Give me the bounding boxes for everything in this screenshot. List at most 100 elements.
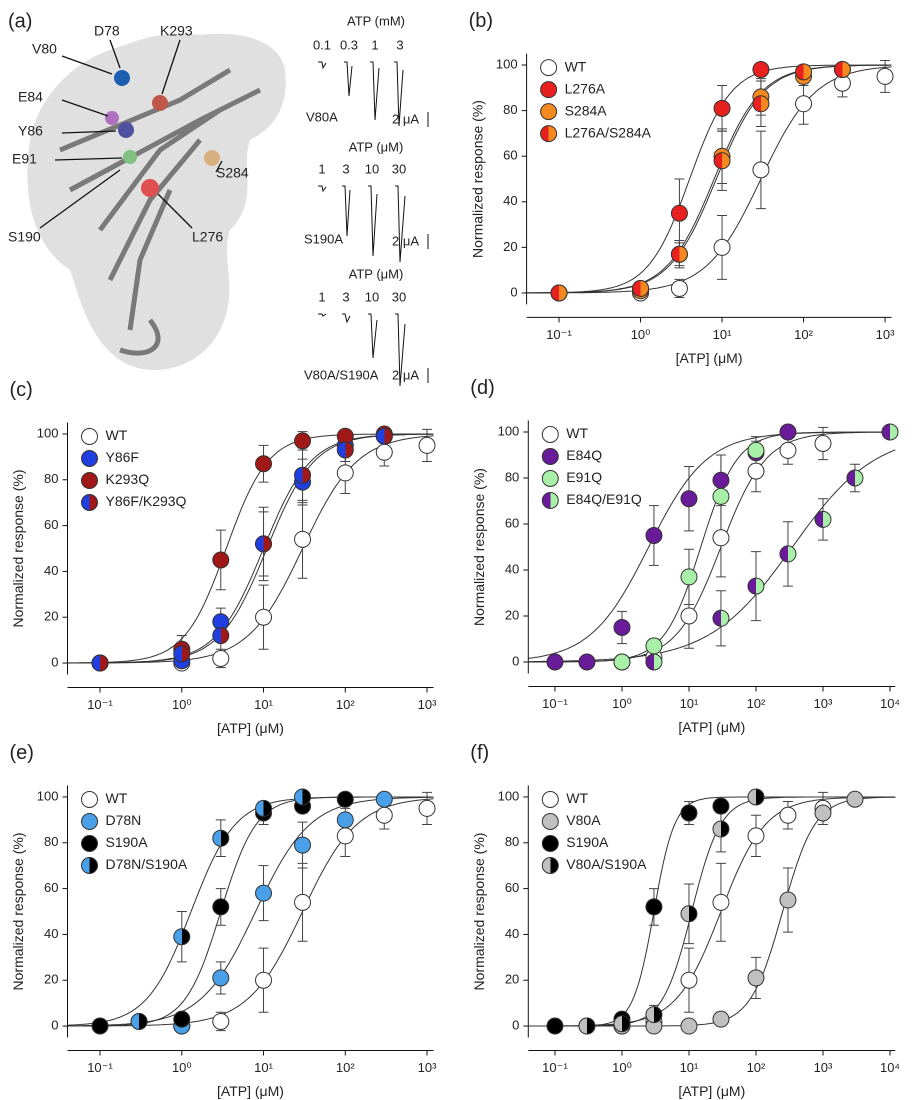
data-point xyxy=(578,1017,596,1035)
data-point xyxy=(680,804,698,822)
y-tick-label: 20 xyxy=(505,607,519,622)
data-point xyxy=(779,423,797,441)
fit-curve xyxy=(526,64,892,294)
data-point xyxy=(645,653,663,671)
trace-concentration: 1 xyxy=(318,289,325,304)
data-point xyxy=(670,245,688,263)
data-point xyxy=(212,627,230,645)
data-point xyxy=(670,279,688,297)
legend-marker xyxy=(541,470,559,487)
legend-label: D78N xyxy=(106,812,142,828)
legend-label: Y86F xyxy=(106,449,139,465)
y-axis-title: Normalized response (%) xyxy=(469,100,485,258)
data-point xyxy=(632,279,650,297)
fit-curve xyxy=(528,431,896,663)
y-tick-label: 40 xyxy=(505,926,519,941)
fit-curve xyxy=(67,435,434,664)
residue-sphere xyxy=(141,179,159,197)
legend-marker xyxy=(81,428,98,445)
y-tick-label: 80 xyxy=(44,834,58,849)
trace xyxy=(318,313,406,387)
data-point xyxy=(336,811,354,829)
data-point xyxy=(712,797,730,815)
x-tick-label: 10³ xyxy=(814,696,833,711)
y-tick-label: 40 xyxy=(503,193,517,208)
data-point xyxy=(680,568,698,586)
y-tick-label: 20 xyxy=(505,972,519,987)
data-point xyxy=(418,799,436,817)
x-tick-label: 10⁴ xyxy=(880,696,900,711)
legend-label: E84Q/E91Q xyxy=(566,491,642,507)
trace-unit: ATP (mM) xyxy=(347,13,405,28)
residue-sphere xyxy=(105,111,119,125)
data-point xyxy=(645,527,663,544)
fit-curve xyxy=(526,64,892,294)
y-tick-label: 40 xyxy=(44,563,58,578)
data-point xyxy=(881,423,899,441)
legend-marker xyxy=(541,448,559,465)
data-point xyxy=(645,1006,663,1024)
data-point xyxy=(212,1012,230,1030)
data-point xyxy=(375,443,393,461)
structure-panel: (a) V80 D78 K293 E84 Y86 E91 S284 L276 S… xyxy=(8,10,286,370)
data-point xyxy=(712,529,730,547)
legend-marker xyxy=(81,450,98,467)
data-point xyxy=(814,510,832,528)
x-tick-label: 10² xyxy=(794,327,813,342)
legend-label: WT xyxy=(565,58,587,74)
legend-label: L276A xyxy=(565,80,606,96)
fit-curve xyxy=(67,796,434,1026)
protein-surface xyxy=(27,33,286,370)
trace xyxy=(318,61,404,127)
data-point xyxy=(713,99,731,117)
x-tick-label: 10⁻¹ xyxy=(87,697,113,712)
legend-label: WT xyxy=(566,425,588,441)
trace-unit: ATP (μM) xyxy=(349,139,404,154)
trace-scale: 2 μA xyxy=(392,367,419,382)
legend-marker xyxy=(540,103,558,121)
residue-sphere xyxy=(204,150,220,166)
data-point xyxy=(546,653,564,671)
y-tick-label: 60 xyxy=(505,880,519,895)
legend-label: S284A xyxy=(565,102,608,118)
data-point xyxy=(747,462,765,480)
residue-label: S284 xyxy=(216,165,249,181)
panel-label: (d) xyxy=(470,377,494,399)
y-axis-title: Normalized response (%) xyxy=(10,833,26,991)
data-point xyxy=(173,1010,191,1028)
data-point xyxy=(546,1017,564,1035)
x-tick-label: 10² xyxy=(747,1060,766,1075)
y-tick-label: 80 xyxy=(505,469,519,484)
x-tick-label: 10³ xyxy=(418,1060,437,1075)
protein-ribbon xyxy=(59,67,262,356)
legend-marker xyxy=(540,125,558,143)
legend-label: V80A/S190A xyxy=(566,856,647,872)
residue-label: E91 xyxy=(12,151,37,167)
data-point xyxy=(645,898,663,916)
y-tick-label: 0 xyxy=(51,1017,58,1032)
trace-scale: 2 μA xyxy=(392,111,419,126)
legend-marker xyxy=(541,835,559,852)
y-tick-label: 100 xyxy=(498,788,520,803)
data-point xyxy=(336,441,354,459)
trace-concentration: 30 xyxy=(392,289,406,304)
y-tick-label: 0 xyxy=(512,1017,519,1032)
data-point xyxy=(173,645,191,663)
legend-label: S190A xyxy=(106,834,149,850)
legend-marker xyxy=(540,81,558,99)
data-point xyxy=(255,799,273,817)
y-tick-label: 80 xyxy=(505,834,519,849)
data-point xyxy=(779,806,797,824)
data-point xyxy=(833,61,851,79)
x-tick-label: 10⁰ xyxy=(612,696,632,711)
trace-unit: ATP (μM) xyxy=(349,266,404,281)
data-point xyxy=(212,898,230,916)
x-tick-label: 10¹ xyxy=(254,697,273,712)
legend-marker xyxy=(541,813,559,830)
data-point xyxy=(846,790,864,808)
data-point xyxy=(255,535,273,553)
x-axis-title: [ATP] (μM) xyxy=(676,350,743,366)
y-tick-label: 40 xyxy=(44,926,58,941)
legend-marker xyxy=(541,791,559,808)
data-point xyxy=(255,608,273,626)
